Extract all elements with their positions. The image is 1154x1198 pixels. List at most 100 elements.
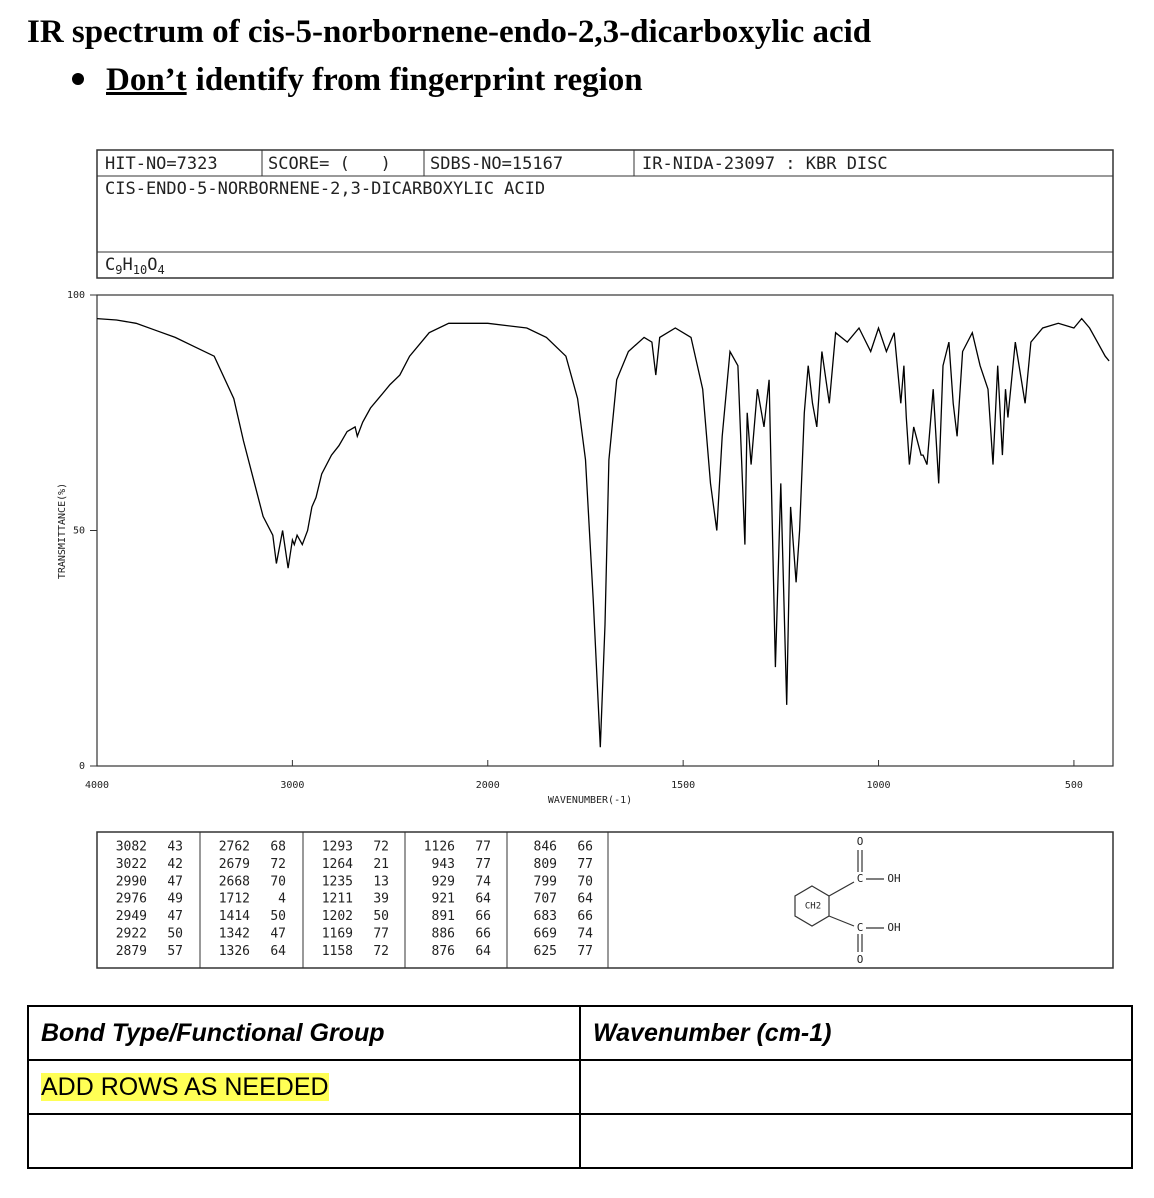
spectrum-sheet: HIT-NO=7323 SCORE= ( ) SDBS-NO=15167 IR-… [57, 149, 1114, 969]
peak-wavenumber: 799 [534, 874, 557, 889]
formula: C9H10O4 [105, 255, 165, 277]
peak-wavenumber: 1169 [322, 927, 353, 942]
peak-wavenumber: 1293 [322, 840, 353, 855]
peak-wavenumber: 2990 [116, 874, 147, 889]
peak-transmittance: 64 [475, 944, 491, 959]
peak-transmittance: 74 [475, 874, 491, 889]
peak-wavenumber: 2949 [116, 909, 147, 924]
peak-transmittance: 4 [278, 892, 286, 907]
bond [828, 881, 855, 897]
cell [579, 1113, 1133, 1169]
bullet: Don’t identify from fingerprint region [72, 62, 643, 99]
peak-transmittance: 77 [475, 840, 491, 855]
plot: 4000 3000 2000 1500 1000 500 0 50 100 [67, 290, 1110, 791]
cell [27, 1113, 581, 1169]
hit-no: HIT-NO=7323 [105, 154, 218, 174]
header-row: Bond Type/Functional Group Wavenumber (cm… [27, 1005, 1133, 1061]
peak-wavenumber: 846 [534, 840, 557, 855]
peak-wavenumber: 2922 [116, 927, 147, 942]
compound-name: CIS-ENDO-5-NORBORNENE-2,3-DICARBOXYLIC A… [105, 179, 545, 199]
peak-wavenumber: 1712 [219, 892, 250, 907]
peak-transmittance: 77 [475, 857, 491, 872]
y-tick-label: 100 [67, 290, 85, 301]
sdbs-no: SDBS-NO=15167 [430, 154, 563, 174]
peak-wavenumber: 809 [534, 857, 557, 872]
peak-transmittance: 68 [270, 840, 286, 855]
x-tick-label: 4000 [85, 780, 109, 791]
x-tick-label: 500 [1065, 780, 1083, 791]
bullet-dot [72, 73, 84, 86]
header-cell: Bond Type/Functional Group [27, 1005, 581, 1061]
plot-frame [96, 294, 1114, 767]
peak-wavenumber: 921 [432, 892, 455, 907]
peak-transmittance: 13 [373, 874, 389, 889]
row [27, 1113, 1133, 1169]
peak-transmittance: 64 [270, 944, 286, 959]
peak-transmittance: 50 [167, 927, 183, 942]
peak-transmittance: 77 [373, 927, 389, 942]
peak-transmittance: 47 [167, 909, 183, 924]
peak-wavenumber: 1202 [322, 909, 353, 924]
peak-wavenumber: 1158 [322, 944, 353, 959]
header-box [96, 149, 1114, 279]
peak-wavenumber: 2879 [116, 944, 147, 959]
peak-wavenumber: 2976 [116, 892, 147, 907]
atom-label: C [857, 921, 864, 934]
peak-wavenumber: 1235 [322, 874, 353, 889]
peak-transmittance: 66 [475, 909, 491, 924]
peak-transmittance: 50 [373, 909, 389, 924]
peak-transmittance: 72 [373, 840, 389, 855]
peak-wavenumber: 1211 [322, 892, 353, 907]
peak-wavenumber: 3022 [116, 857, 147, 872]
peak-wavenumber: 1414 [219, 909, 250, 924]
atom-label: OH [887, 872, 900, 885]
peak-wavenumber: 3082 [116, 840, 147, 855]
x-tick-label: 1000 [866, 780, 890, 791]
peak-transmittance: 57 [167, 944, 183, 959]
peak-wavenumber: 2762 [219, 840, 250, 855]
atom-label: CH2 [805, 902, 821, 912]
peak-transmittance: 21 [373, 857, 389, 872]
element: O [147, 255, 157, 275]
atom-label: O [857, 835, 864, 848]
peak-transmittance: 42 [167, 857, 183, 872]
peak-table-box [96, 831, 1114, 969]
peak-wavenumber: 1326 [219, 944, 250, 959]
peak-transmittance: 43 [167, 840, 183, 855]
peak-wavenumber: 929 [432, 874, 455, 889]
x-axis-label: WAVENUMBER(-1) [548, 795, 632, 806]
peak-transmittance: 47 [167, 874, 183, 889]
peak-transmittance: 47 [270, 927, 286, 942]
atom-label: OH [887, 921, 900, 934]
peak-wavenumber: 683 [534, 909, 557, 924]
element: H [122, 255, 132, 275]
peak-transmittance: 64 [577, 892, 593, 907]
peak-transmittance: 66 [475, 927, 491, 942]
emphasis: Don’t [106, 62, 187, 98]
y-axis-label: TRANSMITTANCE(%) [57, 483, 68, 579]
title: IR spectrum of cis-5-norbornene-endo-2,3… [27, 14, 872, 50]
element: C [105, 255, 115, 275]
peak-transmittance: 49 [167, 892, 183, 907]
row: ADD ROWS AS NEEDED [27, 1059, 1133, 1115]
x-tick-label: 2000 [476, 780, 500, 791]
cell [579, 1059, 1133, 1115]
peak-wavenumber: 876 [432, 944, 455, 959]
x-tick-label: 3000 [280, 780, 304, 791]
atom-label: O [857, 953, 864, 966]
subscript: 4 [157, 263, 164, 277]
peak-wavenumber: 1342 [219, 927, 250, 942]
y-tick-label: 0 [79, 761, 85, 772]
subscript: 9 [115, 263, 122, 277]
peak-wavenumber: 669 [534, 927, 557, 942]
peak-wavenumber: 1264 [322, 857, 353, 872]
peak-transmittance: 72 [373, 944, 389, 959]
header-cell: Wavenumber (cm-1) [579, 1005, 1133, 1061]
bullet-text: identify from fingerprint region [195, 62, 643, 98]
peak-transmittance: 66 [577, 909, 593, 924]
placeholder: ADD ROWS AS NEEDED [41, 1072, 329, 1101]
x-tick-label: 1500 [671, 780, 695, 791]
atom-label: C [857, 872, 864, 885]
peak-wavenumber: 886 [432, 927, 455, 942]
